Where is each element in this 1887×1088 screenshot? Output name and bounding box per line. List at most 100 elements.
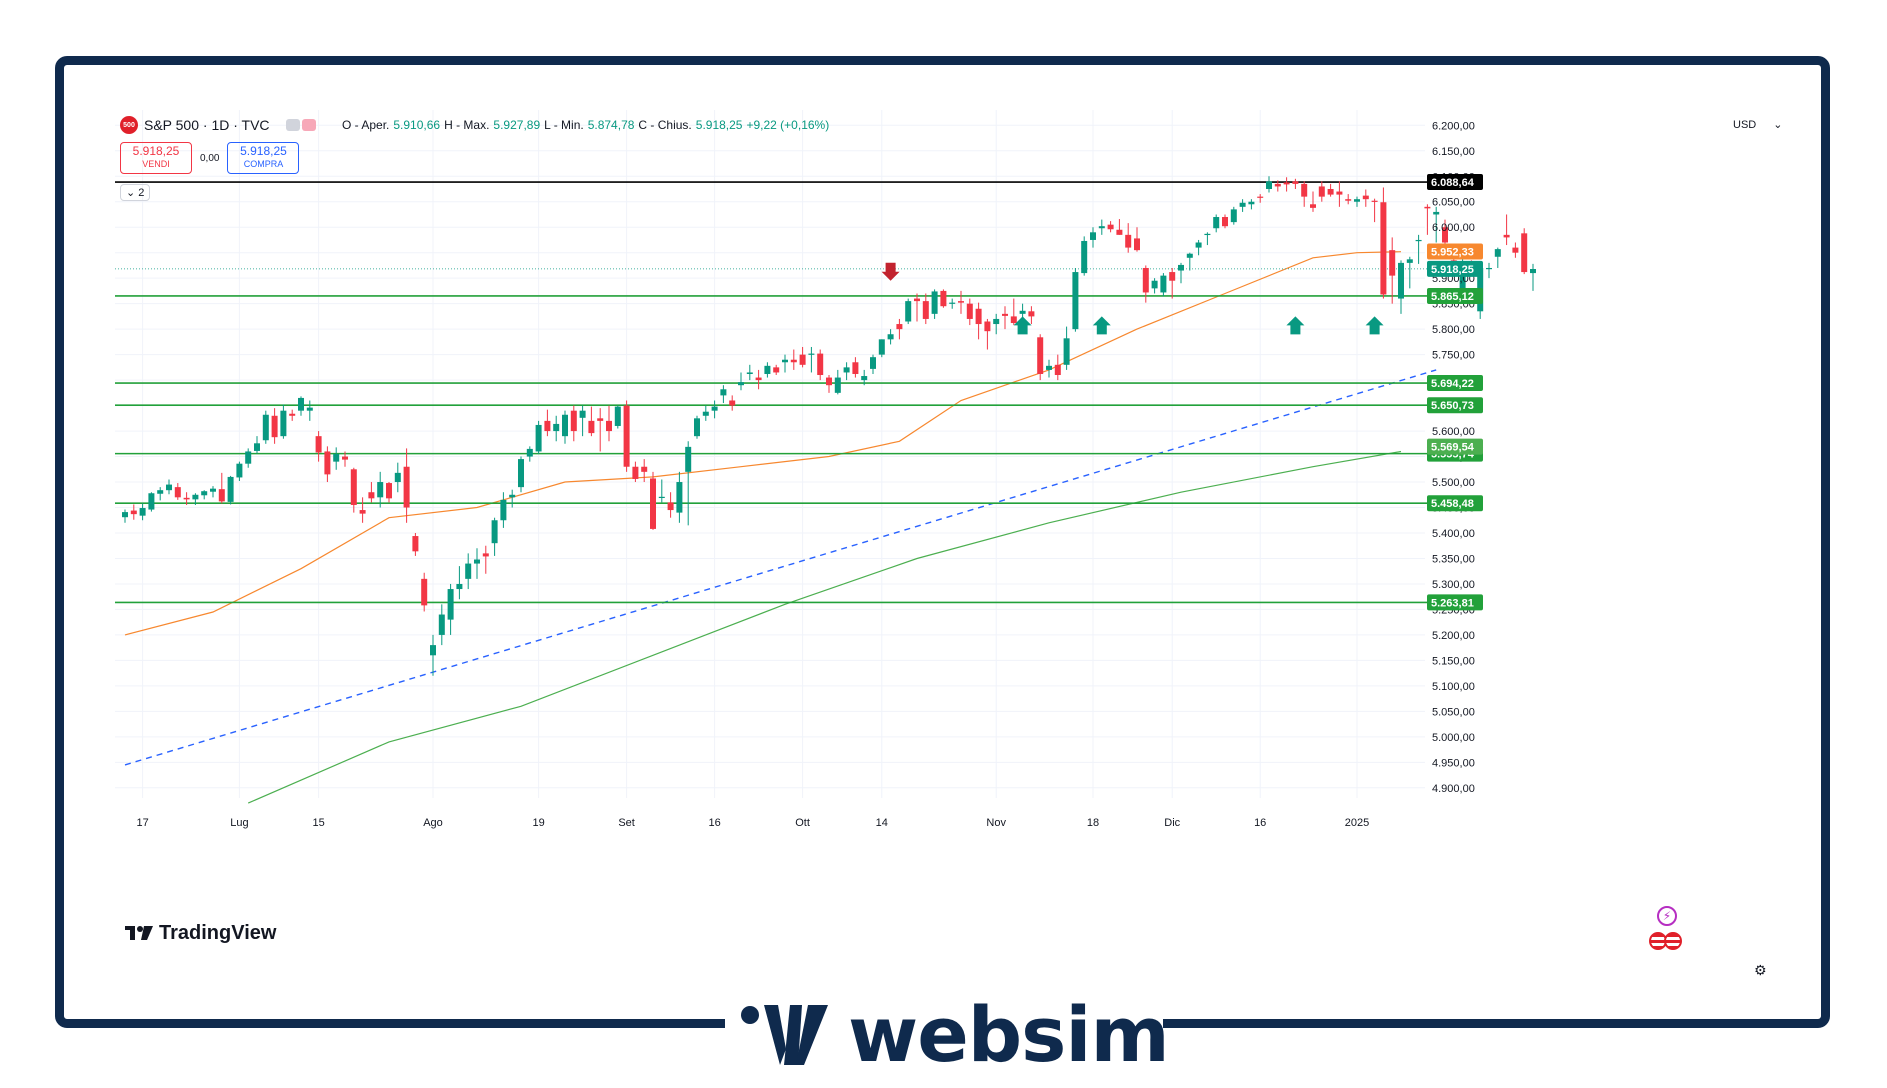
us-flags[interactable] [1649,932,1682,950]
chart-area[interactable]: 4.900,00 4.950,00 5.000,00 5.050,00 5.100,00… [115,110,1785,980]
candle-down [1134,238,1140,251]
candle-up [720,389,727,396]
candle-up [1230,209,1237,223]
x-tick-label: 19 [532,817,544,829]
x-tick-label: 18 [1087,817,1099,829]
level-price-badge: 5.865,12 [1431,291,1474,303]
event-markers[interactable]: ⚡ [1649,906,1682,950]
candle-up [878,339,885,355]
settings-gear-icon[interactable]: ⚙ [1754,962,1767,978]
change-value: +9,22 (+0,16%) [746,118,830,132]
tradingview-logo[interactable]: TradingView [125,922,276,945]
candle-down [597,418,604,421]
symbol-logo-icon: 500 [120,116,138,134]
sell-button[interactable]: 5.918,25 VENDI [120,142,192,174]
candle-up [192,494,199,500]
candle-down [271,415,278,438]
candle-up [782,359,788,363]
candle-up [746,372,753,374]
candle-down [852,362,859,374]
candle-down [667,502,674,511]
candle-up [905,301,912,322]
y-tick-label: 4.950,00 [1432,757,1475,769]
candle-down [1125,234,1132,248]
level-price-badge-box [1427,174,1483,191]
candle-down [174,487,181,498]
candle-up [254,443,260,451]
x-tick-label: Set [618,817,635,829]
candle-down [975,308,982,325]
level-price-badge: 5.650,73 [1431,400,1474,412]
y-tick-label: 5.800,00 [1432,324,1475,336]
ohlc-legend: O - Aper. 5.910,66 H - Max. 5.927,89 L - M… [342,118,829,132]
candle-down [218,489,225,502]
candle-down [1327,188,1334,195]
candle-up [526,448,533,457]
arrow-up-marker [1286,316,1305,335]
flash-icon[interactable]: ⚡ [1657,906,1677,926]
candle-down [482,553,489,557]
candle-up [1019,310,1026,314]
candle-down [984,321,991,332]
candle-down [1002,313,1008,316]
candle-up [227,476,234,502]
candle-up [1204,233,1211,236]
candle-down [1274,183,1281,187]
currency-selector[interactable]: USD ⌄ [1733,118,1783,131]
candle-down [1424,206,1431,209]
eye-icon [285,119,300,131]
candle-down [359,510,366,514]
candle-up [579,410,586,418]
candle-down [790,359,797,363]
candle-down [1442,227,1448,243]
candle-down [1345,199,1352,201]
candle-down [315,436,322,453]
candle-up [438,614,445,635]
websim-logo: websim [740,990,1170,1080]
high-value: 5.927,89 [493,118,541,132]
chart-frame [55,56,1830,1028]
candle-down [1054,364,1061,376]
candle-down [350,469,357,505]
price-badge-box [1427,243,1483,260]
candle-down [386,483,392,499]
y-tick-label: 5.750,00 [1432,350,1475,362]
us-flag-icon [1664,932,1682,950]
compare-toggle[interactable] [285,119,316,131]
candle-up [676,482,683,513]
symbol-header[interactable]: 500 S&P 500 · 1D · TVC [120,116,316,134]
arrow-up-marker [1092,316,1111,335]
candle-up [1213,217,1220,229]
candle-up [377,482,384,498]
candle-up [333,454,340,462]
candle-down [773,367,780,373]
candle-up [394,472,401,483]
x-tick-label: Lug [230,817,248,829]
candle-down [342,456,348,460]
candle-up [1530,269,1536,274]
candle-down [896,324,903,330]
x-tick-label: 16 [1254,817,1266,829]
price-badge-box [1427,260,1483,277]
symbol-title[interactable]: S&P 500 · 1D · TVC [144,117,270,133]
y-tick-label: 5.500,00 [1432,477,1475,489]
candle-down [1169,272,1176,281]
indicators-collapse-button[interactable]: ⌄ 2 [120,184,151,201]
close-label: C - Chius. [638,118,692,132]
websim-wordmark: websim [848,990,1170,1079]
ma200-line [247,450,1402,804]
buy-button[interactable]: 5.918,25 COMPRA [227,142,300,174]
x-tick-label: Ott [795,817,810,829]
indicator-count: 2 [138,187,145,199]
level-price-badge: 6.088,64 [1431,177,1475,189]
chevron-down-icon: ⌄ [126,187,136,199]
candle-up [861,376,868,381]
level-price-badge-box [1427,287,1483,304]
x-tick-label: 2025 [1345,817,1369,829]
candlestick-chart[interactable]: 4.900,00 4.950,00 5.000,00 5.050,00 5.100,00… [115,110,1785,980]
candle-up [1494,249,1501,257]
candle-down [940,290,947,307]
candle-up [456,583,463,590]
y-tick-label: 5.150,00 [1432,655,1475,667]
candle-down [1512,247,1519,253]
